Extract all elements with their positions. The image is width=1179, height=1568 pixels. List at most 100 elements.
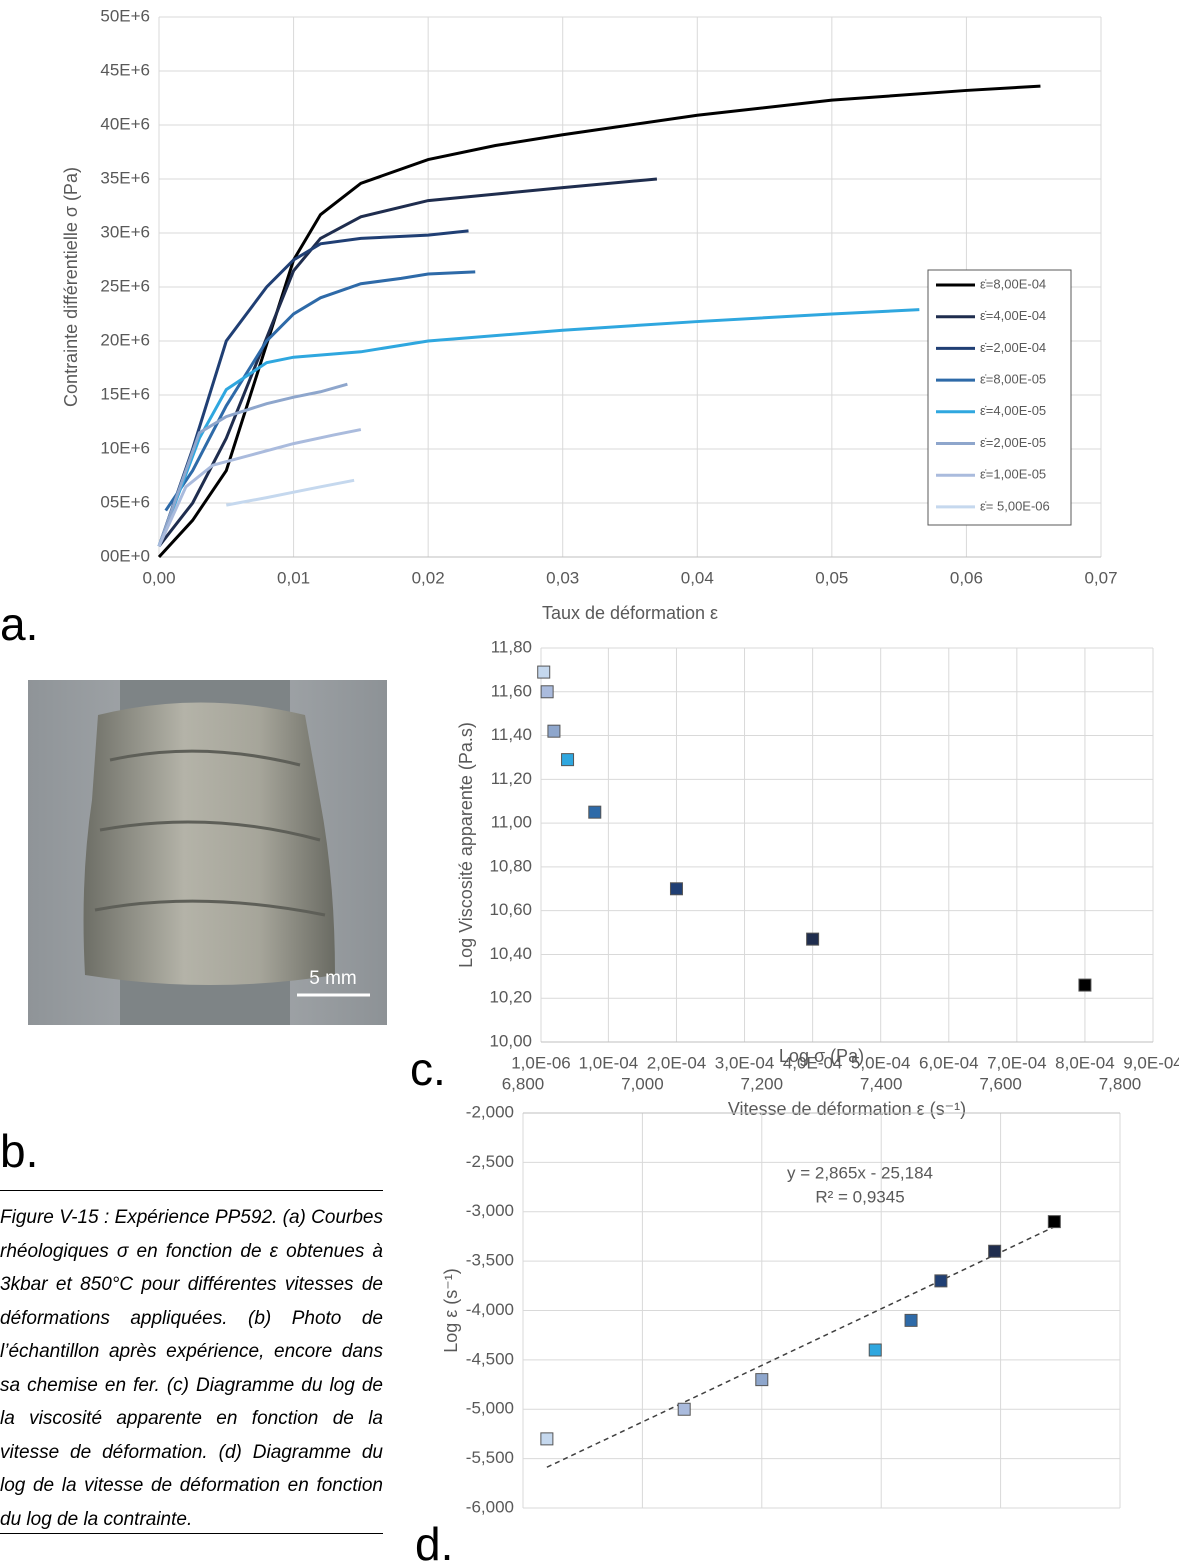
folds bbox=[94, 749, 326, 917]
x-tick-label: 7,400 bbox=[860, 1074, 903, 1093]
sample bbox=[83, 702, 335, 985]
y-tick-label: -4,000 bbox=[466, 1300, 514, 1319]
caption: Figure V-15 : Expérience PP592. (a) Cour… bbox=[0, 1190, 383, 1534]
x-tick-label: 3,0E-04 bbox=[715, 1053, 775, 1072]
scale-label: 5 mm bbox=[309, 968, 357, 989]
x-tick-label: 0,07 bbox=[1084, 568, 1117, 587]
y-tick-label: 10,80 bbox=[489, 856, 532, 875]
x-tick-label: 6,800 bbox=[502, 1074, 545, 1093]
line bbox=[164, 270, 476, 512]
y-tick-label: -5,000 bbox=[466, 1399, 514, 1418]
point bbox=[669, 882, 683, 896]
x-tick-label: 4,0E-04 bbox=[783, 1053, 843, 1072]
y-tick-label: 20E+6 bbox=[100, 330, 150, 349]
y-tick-label: 05E+6 bbox=[100, 492, 150, 511]
line bbox=[157, 382, 348, 547]
point bbox=[755, 1373, 769, 1387]
point bbox=[988, 1244, 1002, 1258]
x-tick-label: 1,0E-04 bbox=[579, 1053, 639, 1072]
point bbox=[537, 665, 551, 679]
point bbox=[1047, 1215, 1061, 1229]
y-tick-label: 10,60 bbox=[489, 900, 532, 919]
y-tick-label: -6,000 bbox=[466, 1497, 514, 1516]
trendline-equation: y = 2,865x - 25,184 bbox=[787, 1163, 933, 1182]
legend-label: ε̇=4,00E-05 bbox=[980, 403, 1046, 418]
y-tick-label: 30E+6 bbox=[100, 222, 150, 241]
x-tick-label: 1,0E-06 bbox=[511, 1053, 571, 1072]
point bbox=[868, 1343, 882, 1357]
legend-label: ε̇=2,00E-05 bbox=[980, 435, 1046, 450]
legend-label: ε̇=1,00E-05 bbox=[980, 467, 1046, 482]
y-tick-label: 10,40 bbox=[489, 944, 532, 963]
y-tick-label: -5,500 bbox=[466, 1448, 514, 1467]
point bbox=[540, 1432, 554, 1446]
y-tick-label: 45E+6 bbox=[100, 60, 150, 79]
point bbox=[904, 1313, 918, 1327]
legend-label: ε̇=8,00E-04 bbox=[980, 276, 1046, 291]
point bbox=[588, 805, 602, 819]
y-tick-label: 10E+6 bbox=[100, 438, 150, 457]
x-tick-label: 0,03 bbox=[546, 568, 579, 587]
panel-label: d. bbox=[415, 1518, 453, 1568]
x-tick-label: 0,04 bbox=[681, 568, 714, 587]
y-axis-title: Log Viscosité apparente (Pa.s) bbox=[456, 722, 476, 968]
line bbox=[157, 229, 469, 547]
x-tick-label: 6,0E-04 bbox=[919, 1053, 979, 1072]
line bbox=[157, 177, 658, 548]
y-tick-label: 11,40 bbox=[491, 725, 532, 744]
line bbox=[157, 84, 1041, 559]
legend-label: ε̇=8,00E-05 bbox=[980, 372, 1046, 387]
y-tick-label: 00E+0 bbox=[100, 546, 150, 565]
x-axis-title: Log σ (Pa) bbox=[779, 1046, 864, 1066]
x-tick-label: 0,00 bbox=[142, 568, 175, 587]
y-tick-label: -3,500 bbox=[466, 1251, 514, 1270]
x-tick-label: 7,0E-04 bbox=[987, 1053, 1047, 1072]
y-tick-label: 10,00 bbox=[489, 1031, 532, 1050]
panel-label: b. bbox=[0, 1125, 38, 1177]
trendline-r2: R² = 0,9345 bbox=[815, 1187, 904, 1206]
line bbox=[157, 428, 362, 547]
y-tick-label: 11,20 bbox=[491, 769, 532, 788]
point bbox=[934, 1274, 948, 1288]
legend-label: ε̇= 5,00E-06 bbox=[980, 498, 1050, 513]
y-tick-label: 15E+6 bbox=[100, 384, 150, 403]
y-tick-label: -2,000 bbox=[466, 1102, 514, 1121]
x-tick-label: 5,0E-04 bbox=[851, 1053, 911, 1072]
y-tick-label: 11,80 bbox=[491, 637, 532, 656]
x-tick-label: 9,0E-04 bbox=[1123, 1053, 1179, 1072]
point bbox=[561, 753, 575, 767]
x-tick-label: 7,800 bbox=[1099, 1074, 1142, 1093]
y-tick-label: 50E+6 bbox=[100, 6, 150, 25]
point bbox=[677, 1402, 691, 1416]
x-tick-label: 7,600 bbox=[979, 1074, 1022, 1093]
point bbox=[1078, 978, 1092, 992]
panel-label: a. bbox=[0, 598, 38, 650]
y-tick-label: -2,500 bbox=[466, 1152, 514, 1171]
y-tick-label: -4,500 bbox=[466, 1349, 514, 1368]
y-axis-title: Contrainte différentielle σ (Pa) bbox=[61, 167, 81, 407]
y-tick-label: 11,60 bbox=[491, 681, 532, 700]
trendline bbox=[546, 1226, 1055, 1468]
x-tick-label: 7,000 bbox=[621, 1074, 664, 1093]
y-axis-title: Log ε (s⁻¹) bbox=[441, 1268, 461, 1353]
x-tick-label: 7,200 bbox=[741, 1074, 784, 1093]
legend-box bbox=[927, 269, 1072, 526]
x-axis-title: Taux de déformation ε bbox=[542, 603, 718, 623]
point bbox=[806, 932, 820, 946]
photo: 5 mm bbox=[28, 680, 387, 1025]
x-tick-label: 8,0E-04 bbox=[1055, 1053, 1115, 1072]
y-tick-label: -3,000 bbox=[466, 1201, 514, 1220]
legend-label: ε̇=4,00E-04 bbox=[980, 308, 1046, 323]
x-tick-label: 0,01 bbox=[277, 568, 310, 587]
point bbox=[547, 724, 561, 738]
line bbox=[226, 478, 355, 507]
x-tick-label: 0,06 bbox=[950, 568, 983, 587]
line bbox=[157, 308, 920, 547]
y-tick-label: 11,00 bbox=[491, 813, 532, 832]
x-tick-label: 2,0E-04 bbox=[647, 1053, 707, 1072]
legend-label: ε̇=2,00E-04 bbox=[980, 340, 1046, 355]
x-tick-label: 0,02 bbox=[412, 568, 445, 587]
y-tick-label: 35E+6 bbox=[100, 168, 150, 187]
